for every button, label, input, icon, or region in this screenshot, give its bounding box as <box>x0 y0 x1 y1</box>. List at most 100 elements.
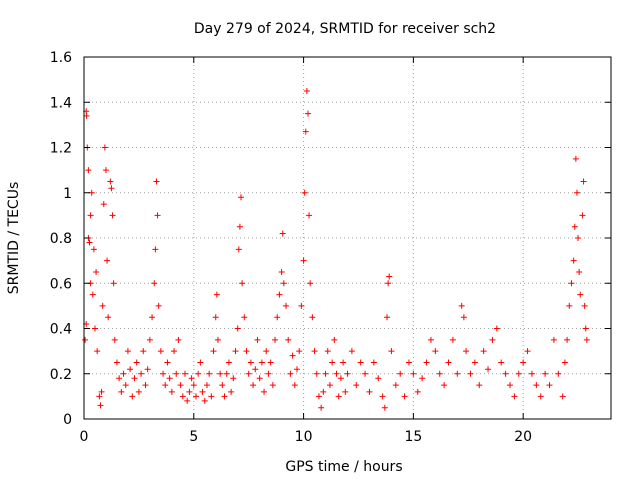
data-point <box>221 393 228 400</box>
data-point <box>232 348 239 355</box>
data-point <box>127 366 134 373</box>
data-point <box>238 194 245 201</box>
data-point <box>302 128 309 135</box>
data-point <box>256 375 263 382</box>
data-point <box>184 397 191 404</box>
data-point <box>87 212 94 219</box>
x-tick-label: 0 <box>80 429 89 445</box>
data-point <box>201 397 208 404</box>
data-point <box>192 393 199 400</box>
data-point <box>337 375 344 382</box>
data-point <box>272 336 279 343</box>
y-tick-label: 0.4 <box>50 322 72 338</box>
data-point <box>263 348 270 355</box>
data-point <box>90 246 97 253</box>
data-point <box>247 359 254 366</box>
data-point <box>116 375 123 382</box>
y-tick-label: 0.8 <box>50 231 72 247</box>
data-point <box>568 280 575 287</box>
data-point <box>85 167 92 174</box>
data-point <box>86 239 93 246</box>
data-point <box>427 336 434 343</box>
data-point <box>166 375 173 382</box>
data-point <box>326 382 333 389</box>
data-point <box>561 359 568 366</box>
data-point <box>559 393 566 400</box>
data-point <box>476 382 483 389</box>
data-point <box>160 370 167 377</box>
chart-title: Day 279 of 2024, SRMTID for receiver sch… <box>194 21 496 37</box>
data-point <box>397 370 404 377</box>
data-point <box>269 382 276 389</box>
data-point <box>131 375 138 382</box>
data-point <box>414 388 421 395</box>
data-point <box>392 382 399 389</box>
data-point <box>276 291 283 298</box>
data-point <box>480 348 487 355</box>
data-point <box>405 359 412 366</box>
data-point <box>102 167 109 174</box>
data-point <box>261 388 268 395</box>
data-point <box>129 393 136 400</box>
data-point <box>173 370 180 377</box>
data-point <box>489 336 496 343</box>
data-point <box>93 268 100 275</box>
data-point <box>212 314 219 321</box>
data-point <box>223 370 230 377</box>
data-point <box>113 359 120 366</box>
data-point <box>109 212 116 219</box>
data-point <box>206 370 213 377</box>
data-point <box>155 302 162 309</box>
y-tick-labels: 0 0.2 0.4 0.6 0.8 1 1.2 1.4 1.6 <box>50 50 72 428</box>
data-point <box>322 370 329 377</box>
data-point <box>566 302 573 309</box>
data-point <box>190 382 197 389</box>
data-point <box>149 314 156 321</box>
data-point <box>118 388 125 395</box>
data-point <box>370 359 377 366</box>
data-point <box>520 359 527 366</box>
data-point <box>537 393 544 400</box>
data-point <box>564 336 571 343</box>
data-point <box>154 212 161 219</box>
data-point <box>239 280 246 287</box>
x-tick-label: 20 <box>514 429 532 445</box>
y-axis-label: SRMTID / TECUs <box>6 182 22 295</box>
data-point <box>458 302 465 309</box>
data-point <box>441 382 448 389</box>
x-tick-label: 10 <box>295 429 313 445</box>
data-point <box>449 336 456 343</box>
data-point <box>235 246 242 253</box>
data-point <box>96 393 103 400</box>
data-point <box>164 359 171 366</box>
data-point <box>186 388 193 395</box>
data-point <box>546 382 553 389</box>
data-point <box>236 223 243 230</box>
y-tick-label: 1 <box>63 186 72 202</box>
data-point <box>94 348 101 355</box>
data-point <box>83 112 90 119</box>
data-point <box>581 302 588 309</box>
data-point <box>329 359 336 366</box>
data-point <box>580 178 587 185</box>
data-point <box>375 375 382 382</box>
data-point <box>175 336 182 343</box>
data-point <box>82 336 89 343</box>
data-point <box>410 370 417 377</box>
y-tick-label: 0.2 <box>50 367 72 383</box>
data-point <box>111 336 118 343</box>
data-point <box>303 87 310 94</box>
data-point <box>445 359 452 366</box>
data-point <box>502 370 509 377</box>
data-point <box>583 336 590 343</box>
data-point <box>182 370 189 377</box>
data-point <box>213 291 220 298</box>
data-point <box>210 348 217 355</box>
data-point <box>307 280 314 287</box>
data-point <box>506 382 513 389</box>
data-point <box>401 393 408 400</box>
plot-frame <box>83 56 612 420</box>
data-point <box>511 393 518 400</box>
data-point <box>331 336 338 343</box>
